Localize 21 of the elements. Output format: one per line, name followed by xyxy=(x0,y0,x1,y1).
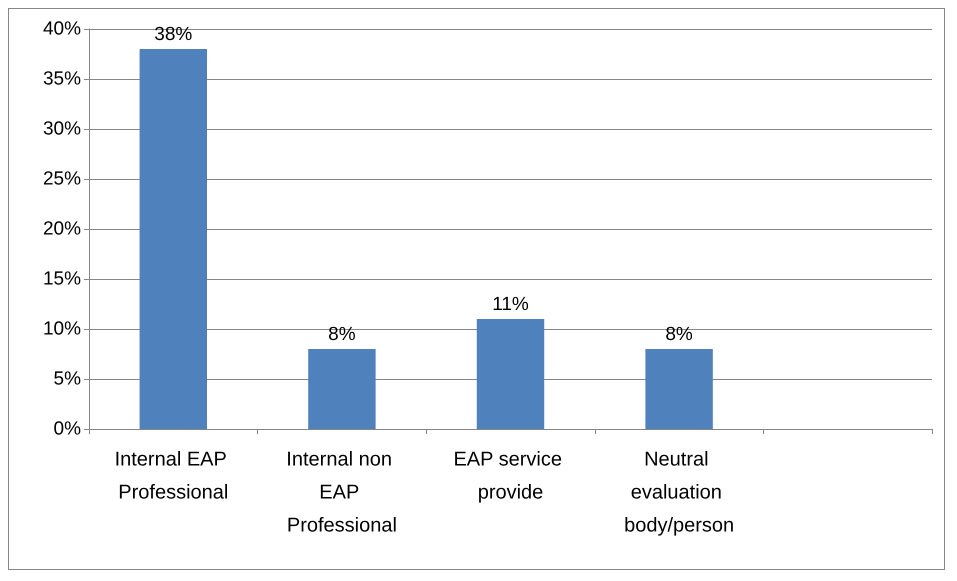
y-tick-label: 25% xyxy=(42,168,82,190)
data-label: 38% xyxy=(154,24,192,45)
y-tick-label: 20% xyxy=(42,218,82,240)
y-tick-label: 5% xyxy=(54,368,82,390)
data-label: 11% xyxy=(492,294,529,315)
x-tick-label: Neutral evaluation body/person xyxy=(624,448,734,536)
bar xyxy=(476,319,544,429)
y-tick-label: 0% xyxy=(54,418,82,440)
x-tick-label: Internal non EAP Professional xyxy=(286,448,398,536)
y-tick-label: 10% xyxy=(42,318,82,340)
y-tick-label: 15% xyxy=(42,268,82,290)
data-label: 8% xyxy=(328,324,356,345)
y-tick-label: 40% xyxy=(42,18,82,40)
bar xyxy=(645,349,713,429)
bar xyxy=(308,349,376,429)
y-tick-label: 30% xyxy=(42,118,82,140)
bar xyxy=(140,49,208,429)
x-tick-label: EAP service provide xyxy=(453,448,568,504)
data-label: 8% xyxy=(665,324,693,345)
x-tick-label: Internal EAP Professional xyxy=(114,448,232,504)
y-tick-label: 35% xyxy=(42,68,82,90)
